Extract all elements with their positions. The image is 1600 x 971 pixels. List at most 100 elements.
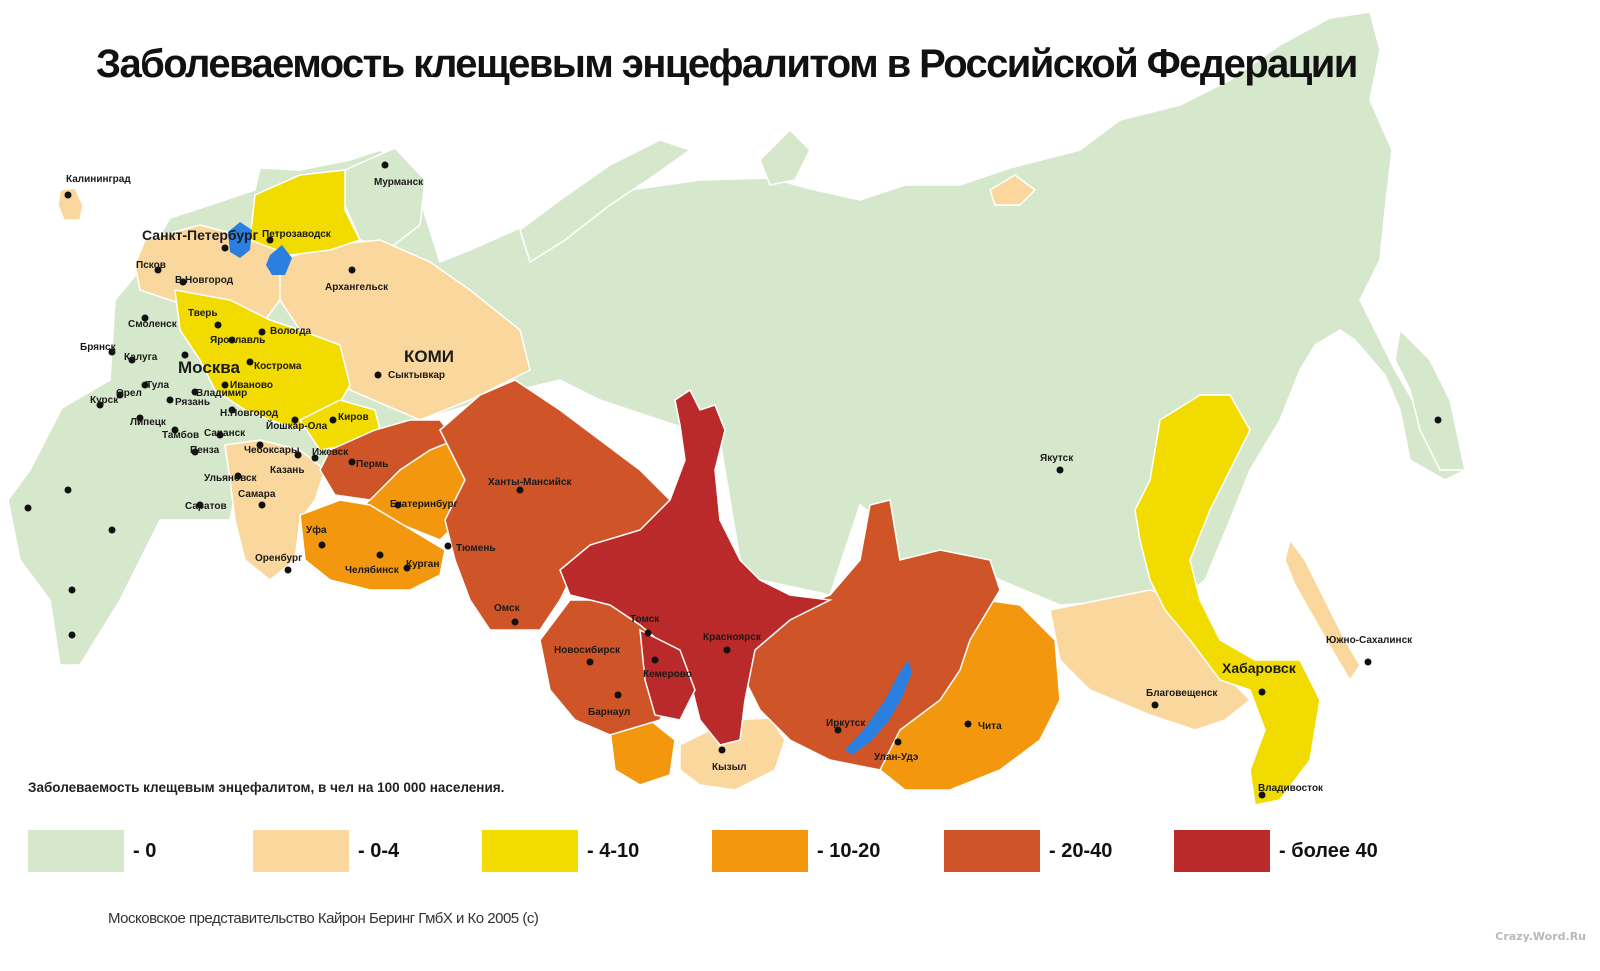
city-dot bbox=[128, 356, 136, 364]
city-dot bbox=[266, 236, 274, 244]
city-label: Пенза bbox=[190, 445, 220, 456]
city-label: Ярославль bbox=[210, 335, 265, 346]
city-label: Хабаровск bbox=[1222, 660, 1297, 676]
city-dot bbox=[181, 351, 189, 359]
page-title: Заболеваемость клещевым энцефалитом в Ро… bbox=[96, 42, 1358, 86]
region-layer-0 bbox=[7, 11, 1467, 682]
city-dot bbox=[64, 486, 72, 494]
city-dot bbox=[311, 454, 319, 462]
city-label: Санкт-Петербург bbox=[142, 227, 259, 243]
city-label: Орел bbox=[116, 388, 142, 399]
legend-label: - 10-20 bbox=[817, 840, 881, 862]
city-dot bbox=[166, 396, 174, 404]
city-label: Красноярск bbox=[703, 632, 762, 643]
city-label: Челябинск bbox=[345, 564, 400, 576]
city-dot bbox=[444, 542, 452, 550]
city-dot bbox=[1258, 791, 1266, 799]
new-siberian-islands-region bbox=[989, 174, 1037, 206]
city-label: Омск bbox=[494, 603, 521, 614]
city-label: Благовещенск bbox=[1146, 688, 1218, 699]
city-label: Томск bbox=[630, 614, 660, 625]
city-label: Тюмень bbox=[456, 543, 496, 554]
legend-swatch bbox=[712, 830, 808, 872]
city-dot bbox=[108, 348, 116, 356]
lake-baikal-icon bbox=[845, 660, 912, 755]
city-label: Липецк bbox=[130, 417, 167, 428]
city-label: Казань bbox=[270, 465, 305, 476]
legend-swatch bbox=[944, 830, 1040, 872]
irkutsk-buryatia-region bbox=[744, 499, 1001, 771]
city-label: Ульяновск bbox=[204, 473, 258, 484]
lakes bbox=[228, 222, 912, 755]
city-dot bbox=[586, 658, 594, 666]
legend-label: - 0-4 bbox=[358, 840, 400, 862]
city-dot bbox=[68, 631, 76, 639]
severnaya-zemlya-region bbox=[759, 128, 811, 186]
city-dot bbox=[256, 441, 264, 449]
city-label: Якутск bbox=[1040, 453, 1074, 464]
city-dots bbox=[24, 161, 1442, 799]
city-label: Оренбург bbox=[255, 552, 302, 564]
volga-0-4-region bbox=[224, 439, 326, 581]
city-label: В.Новгород bbox=[175, 275, 234, 286]
city-label: Барнаул bbox=[588, 707, 630, 718]
city-dot bbox=[651, 656, 659, 664]
city-dot bbox=[154, 266, 162, 274]
city-dot bbox=[228, 336, 236, 344]
legend-swatch bbox=[253, 830, 349, 872]
city-dot bbox=[116, 391, 124, 399]
legend-caption: Заболеваемость клещевым энцефалитом, в ч… bbox=[28, 780, 505, 795]
city-label: Архангельск bbox=[325, 282, 389, 293]
city-dot bbox=[329, 416, 337, 424]
lake-onega-icon bbox=[266, 245, 292, 275]
region-layer-10-20 bbox=[299, 439, 1061, 791]
city-dot bbox=[64, 191, 72, 199]
city-dot bbox=[291, 416, 299, 424]
city-label: Иркутск bbox=[826, 718, 866, 729]
city-label: Москва bbox=[178, 358, 241, 377]
city-dot bbox=[171, 426, 179, 434]
city-dot bbox=[723, 646, 731, 654]
kemerovo-region bbox=[639, 628, 696, 721]
kamchatka-region bbox=[1394, 328, 1466, 471]
city-dot bbox=[191, 448, 199, 456]
city-dot bbox=[1258, 688, 1266, 696]
city-dot bbox=[141, 314, 149, 322]
city-dot bbox=[1364, 658, 1372, 666]
city-dot bbox=[228, 406, 236, 414]
city-label: Н.Новгород bbox=[220, 408, 279, 419]
city-dot bbox=[318, 541, 326, 549]
city-label: Кемерово bbox=[643, 669, 692, 680]
sakhalin-region bbox=[1284, 538, 1361, 682]
city-label: Калининград bbox=[66, 174, 131, 185]
city-dot bbox=[381, 161, 389, 169]
tomsk-krasnoyarsk-region bbox=[559, 388, 833, 746]
city-label: Тула bbox=[146, 380, 170, 391]
city-label: Екатеринбург bbox=[390, 498, 458, 510]
city-dot bbox=[216, 431, 224, 439]
city-label: Владимир bbox=[196, 388, 247, 399]
karelia-region bbox=[249, 169, 362, 256]
kola-region bbox=[344, 147, 426, 249]
city-dot bbox=[24, 504, 32, 512]
city-label: Кызыл bbox=[712, 762, 747, 773]
legend-label: - 0 bbox=[133, 840, 157, 862]
legend-swatch bbox=[28, 830, 124, 872]
city-label: Саратов bbox=[185, 501, 227, 512]
city-label: Киров bbox=[338, 412, 369, 423]
watermark-text: Crazy.Word.Ru bbox=[1495, 930, 1586, 943]
city-label: Курск bbox=[90, 395, 119, 406]
city-label: Рязань bbox=[175, 397, 210, 408]
city-dot bbox=[196, 501, 204, 509]
legend-label: - 4-10 bbox=[587, 840, 640, 862]
city-dot bbox=[136, 414, 144, 422]
city-label: Тамбов bbox=[162, 429, 199, 441]
city-dot bbox=[221, 244, 229, 252]
city-dot bbox=[644, 629, 652, 637]
khabarovsk-region bbox=[1134, 394, 1321, 806]
city-dot bbox=[68, 586, 76, 594]
region-layer-over-40 bbox=[559, 388, 833, 746]
legend-label: - 20-40 bbox=[1049, 840, 1113, 862]
city-dot bbox=[246, 358, 254, 366]
city-dot bbox=[348, 458, 356, 466]
